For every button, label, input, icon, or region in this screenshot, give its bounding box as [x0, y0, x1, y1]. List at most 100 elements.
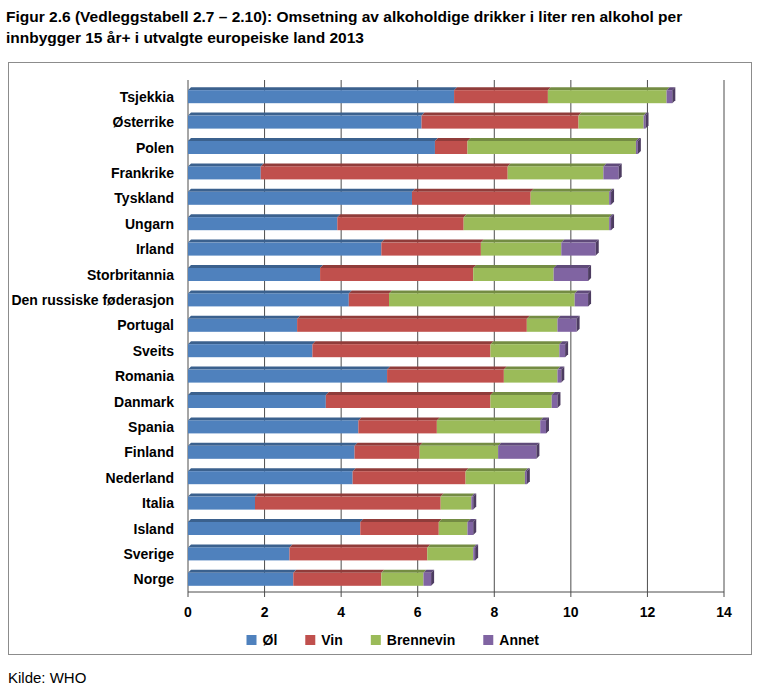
- bar-face: [188, 192, 412, 205]
- chart-frame: [9, 63, 752, 655]
- bar-side: [611, 214, 614, 230]
- bar-segment: [473, 544, 478, 560]
- bar-top: [441, 494, 475, 497]
- tick-label: 0: [184, 604, 192, 620]
- category-label: Frankrike: [111, 165, 174, 181]
- tick-label: 6: [414, 604, 422, 620]
- bar-top: [188, 214, 340, 217]
- bar-face: [289, 547, 427, 560]
- bar-face: [188, 166, 261, 179]
- bar-face: [557, 319, 576, 332]
- bar-segment: [358, 417, 439, 433]
- bar-top: [548, 87, 670, 90]
- grid-line: [341, 80, 342, 592]
- bar-segment: [188, 87, 457, 103]
- tick-mark: [647, 592, 648, 597]
- bar-face: [508, 166, 604, 179]
- category-label: Italia: [142, 495, 174, 511]
- bar-segment: [575, 290, 591, 306]
- bar-top: [435, 138, 471, 141]
- grid-line: [494, 80, 495, 592]
- grid-line: [417, 80, 418, 592]
- bar-segment: [188, 367, 390, 383]
- bar-segment: [255, 494, 444, 510]
- bar-segment: [422, 113, 582, 129]
- bar-segment: [525, 468, 530, 484]
- bar-top: [188, 240, 384, 243]
- bar-side: [672, 87, 675, 103]
- bar-top: [531, 189, 612, 192]
- bar-segment: [557, 367, 564, 383]
- bar-face: [188, 573, 293, 586]
- bar-segment: [603, 163, 621, 179]
- bar-segment: [188, 570, 296, 586]
- bar-segment: [337, 214, 466, 230]
- bar-top: [188, 392, 329, 395]
- bar-face: [437, 420, 540, 433]
- bar-segment: [389, 290, 578, 306]
- bar-segment: [609, 189, 614, 205]
- bar-top: [188, 341, 315, 344]
- grid-line: [264, 80, 265, 592]
- grid-line: [724, 80, 725, 592]
- bar-segment: [188, 468, 356, 484]
- bar-face: [557, 370, 561, 383]
- bar-segment: [188, 316, 300, 332]
- category-label: Tyskland: [114, 190, 174, 206]
- bar-segment: [188, 443, 358, 459]
- bar-top: [358, 417, 439, 420]
- bar-face: [490, 344, 559, 357]
- bar-face: [188, 90, 454, 103]
- bar-side: [611, 189, 614, 205]
- bar-face: [188, 243, 381, 256]
- bar-face: [504, 370, 558, 383]
- bar-face: [353, 471, 466, 484]
- bar-face: [389, 293, 575, 306]
- bar-side: [588, 290, 591, 306]
- bar-face: [349, 293, 389, 306]
- bar-face: [609, 217, 611, 230]
- bar-segment: [552, 392, 561, 408]
- bar-segment: [188, 417, 361, 433]
- bar-segment: [353, 468, 469, 484]
- bar-top: [188, 468, 356, 471]
- x-axis: [188, 592, 724, 593]
- bar-top: [427, 544, 476, 547]
- tick-mark: [264, 592, 265, 597]
- bar-face: [439, 522, 468, 535]
- bar-top: [188, 494, 258, 497]
- category-label: Danmark: [114, 394, 174, 410]
- bar-top: [466, 468, 528, 471]
- bar-top: [490, 341, 562, 344]
- bar-segment: [423, 570, 434, 586]
- tick-mark: [417, 592, 418, 597]
- category-label: Ungarn: [125, 216, 174, 232]
- bar-side: [473, 494, 476, 510]
- bar-side: [431, 570, 434, 586]
- bar-face: [337, 217, 463, 230]
- bar-top: [420, 443, 501, 446]
- bar-face: [188, 395, 326, 408]
- bar-segment: [188, 113, 425, 129]
- bar-segment: [188, 392, 329, 408]
- bar-top: [188, 417, 361, 420]
- bar-segment: [467, 138, 638, 154]
- bar-top: [381, 240, 484, 243]
- tick-label: 12: [640, 604, 656, 620]
- bar-side: [561, 367, 564, 383]
- bar-segment: [188, 290, 352, 306]
- bar-top: [261, 163, 511, 166]
- bar-segment: [427, 544, 476, 560]
- category-label: Norge: [134, 571, 175, 587]
- bar-face: [435, 141, 468, 154]
- bar-face: [188, 446, 355, 459]
- bar-segment: [320, 265, 476, 281]
- bar-face: [575, 293, 588, 306]
- bar-top: [360, 519, 441, 522]
- bar-top: [422, 113, 582, 116]
- bar-segment: [381, 240, 484, 256]
- category-label: Island: [134, 521, 174, 537]
- bar-top: [467, 138, 638, 141]
- bar-side: [475, 544, 478, 560]
- bar-face: [561, 243, 595, 256]
